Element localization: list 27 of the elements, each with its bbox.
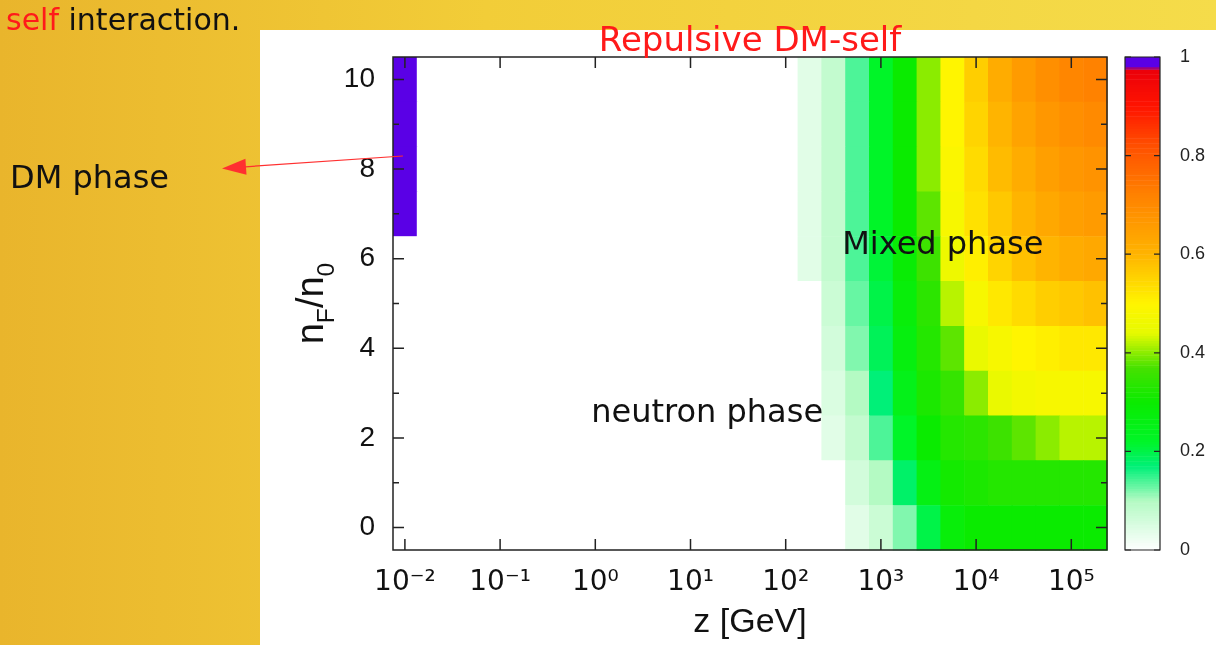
- x-tick-label: 10²: [762, 564, 810, 598]
- x-tick-label: 10⁴: [952, 564, 1000, 598]
- chart-title: Repulsive DM-self: [598, 19, 903, 59]
- color-bar-label: 0.8: [1180, 144, 1206, 165]
- annotation: Mixed phase: [842, 224, 1044, 263]
- x-axis-title: z [GeV]: [693, 601, 807, 639]
- y-tick-label: 4: [359, 331, 375, 363]
- y-axis-title: nF/n0: [289, 262, 340, 345]
- x-tick-label: 10³: [857, 564, 905, 598]
- x-tick-label: 10⁰: [571, 564, 619, 598]
- x-tick-label: 10⁵: [1047, 564, 1095, 598]
- y-tick-label: 0: [359, 510, 375, 542]
- color-bar-label: 0.6: [1180, 243, 1206, 264]
- y-tick-label: 8: [359, 151, 375, 183]
- y-tick-label: 10: [343, 62, 375, 94]
- text: self interaction.: [6, 2, 241, 37]
- y-tick-label: 6: [359, 241, 375, 273]
- x-tick-label: 10⁻²: [374, 564, 436, 598]
- x-tick-label: 10¹: [667, 564, 714, 598]
- text: DM phase: [10, 158, 169, 196]
- color-bar-label: 0.4: [1180, 341, 1206, 362]
- annotation: neutron phase: [591, 391, 824, 430]
- y-tick-label: 2: [359, 420, 375, 452]
- x-tick-label: 10⁻¹: [469, 564, 531, 598]
- color-bar-label: 1: [1180, 45, 1191, 66]
- color-bar-label: 0: [1180, 538, 1191, 559]
- color-bar-label: 0.2: [1180, 440, 1206, 461]
